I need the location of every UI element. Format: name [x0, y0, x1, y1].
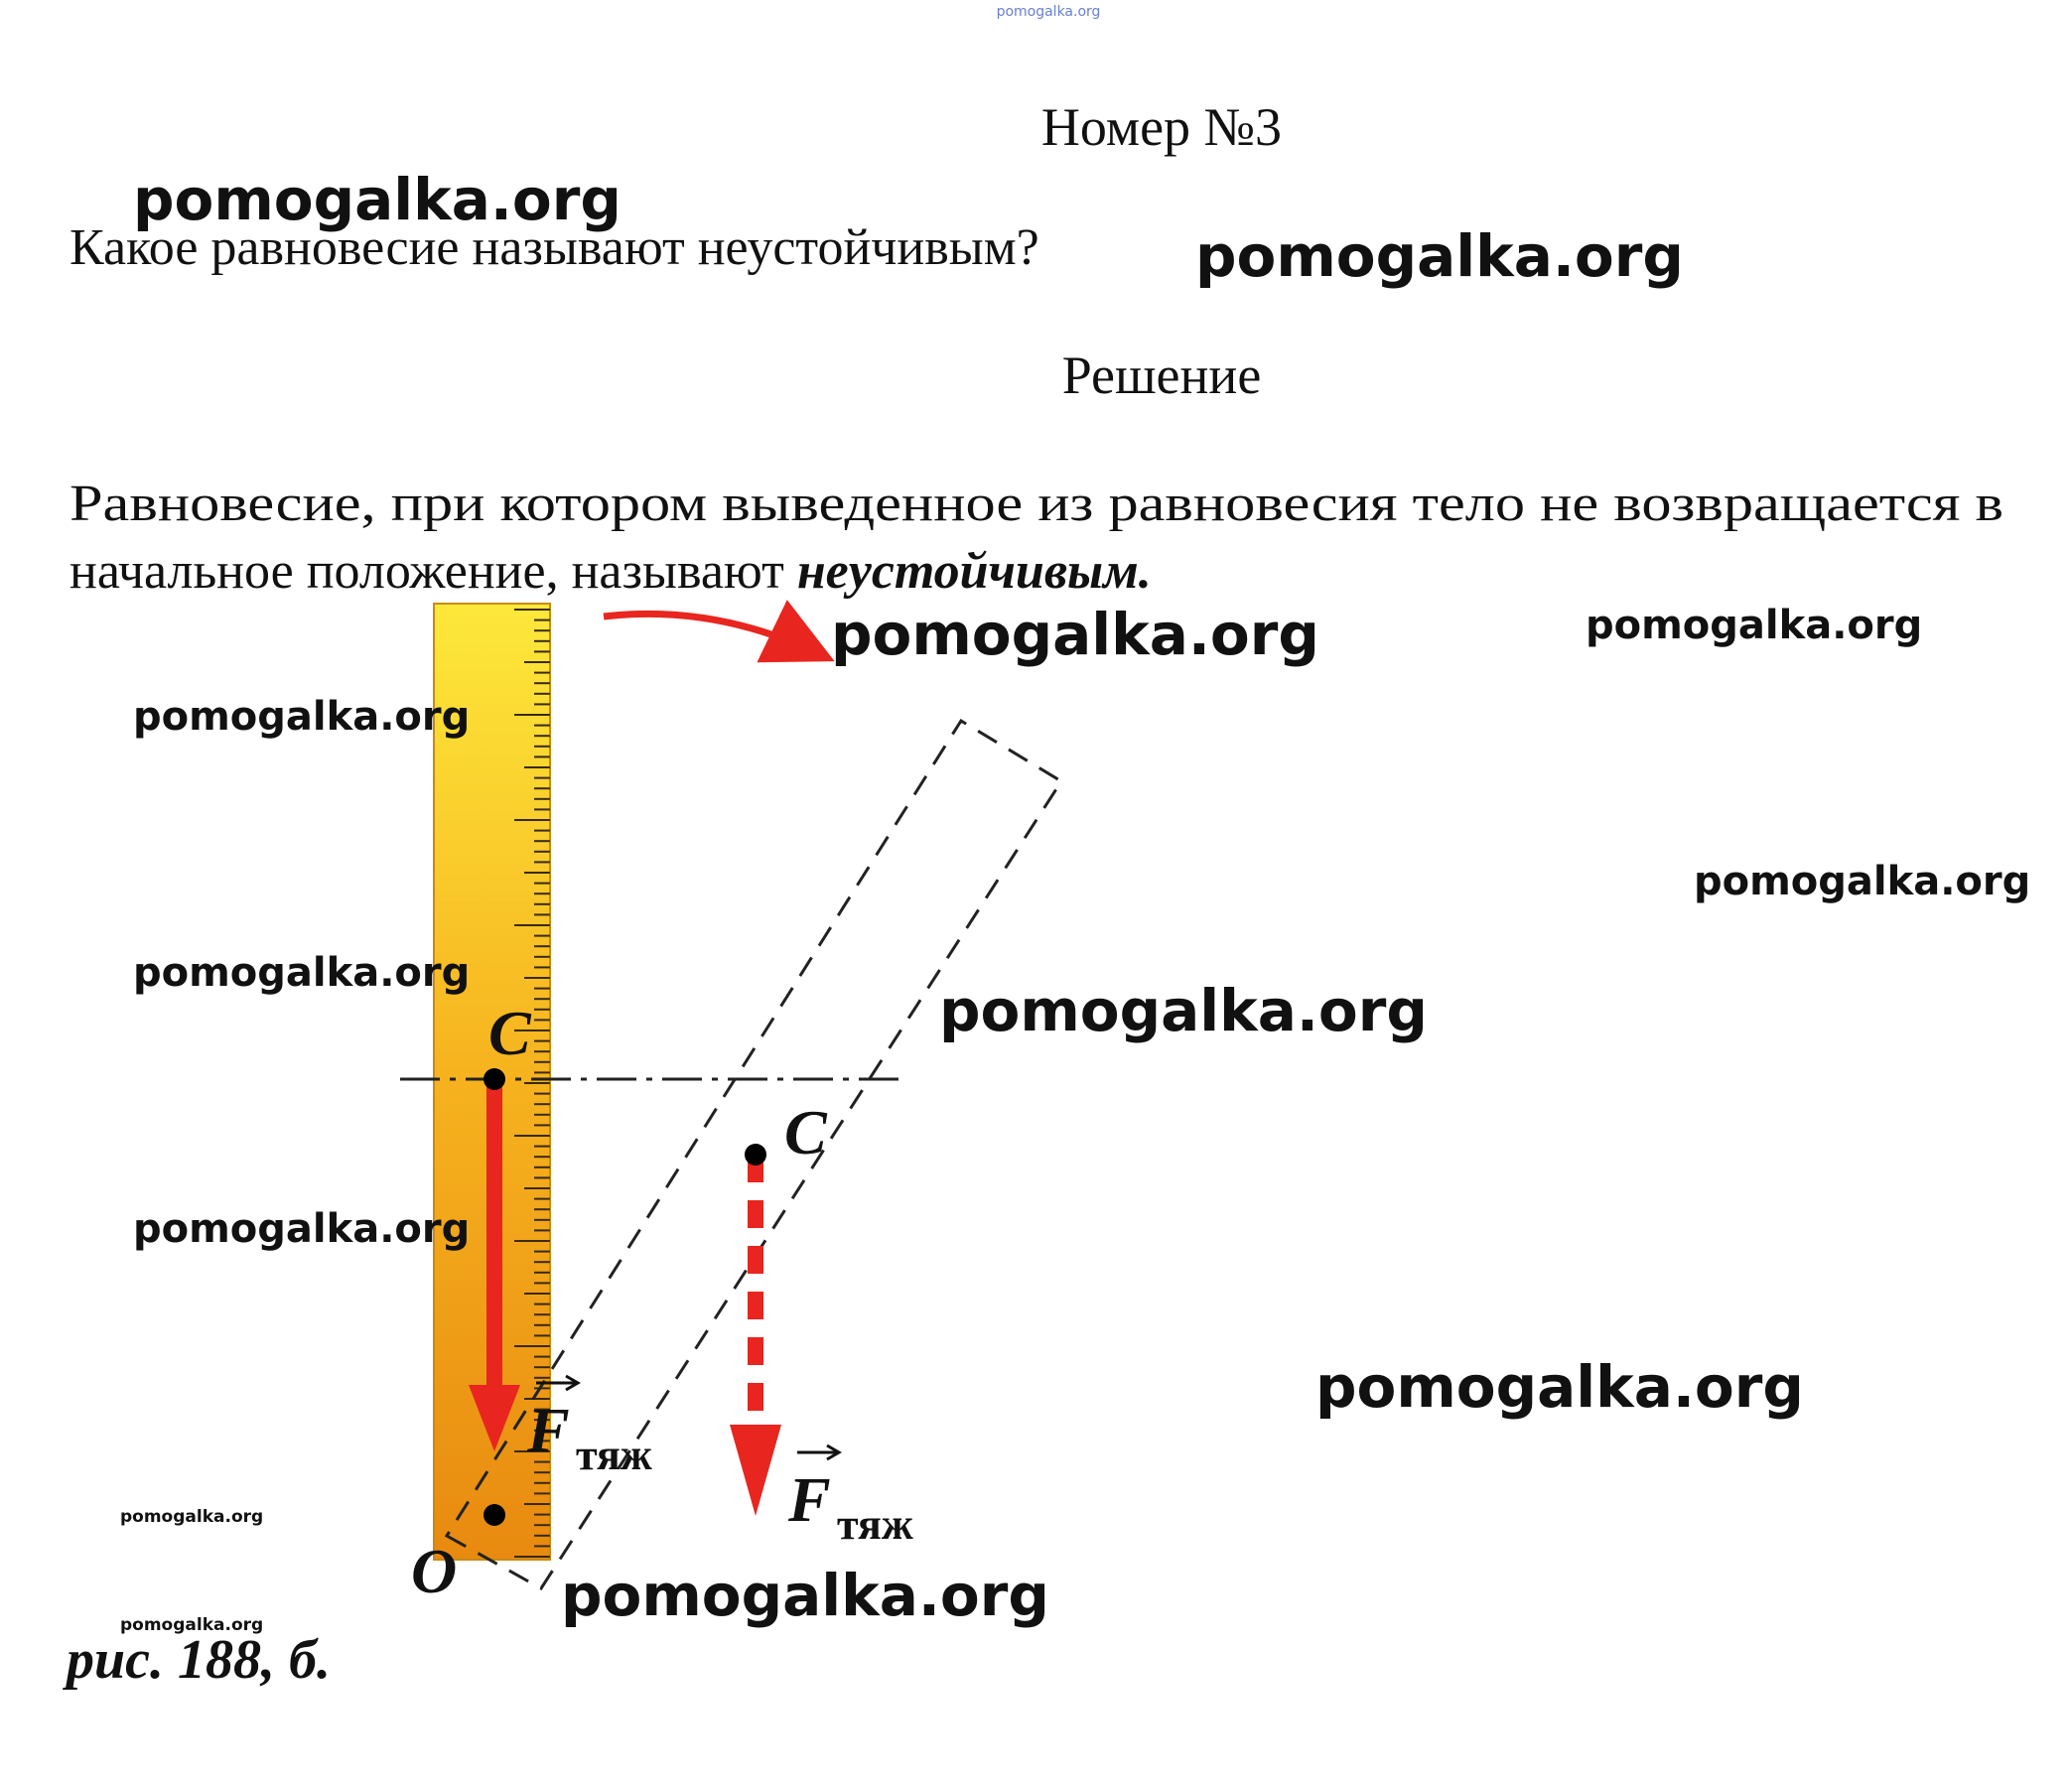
center-point [745, 1144, 766, 1166]
answer-line: Равновесие, при котором выведенное из ра… [69, 476, 2003, 532]
force-subscript: тяж [576, 1431, 652, 1479]
center-point [483, 1068, 505, 1090]
tilted-ruler-outline [444, 718, 1064, 1590]
answer-line: начальное положение, называют неустойчив… [69, 543, 1152, 600]
force-subscript: тяж [837, 1500, 913, 1549]
answer-emphasis: неустойчивым. [797, 543, 1152, 600]
watermark: pomogalka.org [1315, 1353, 1804, 1421]
watermark: pomogalka.org [120, 1507, 263, 1527]
watermark: pomogalka.org [133, 166, 622, 233]
center-label: C [784, 1097, 828, 1167]
watermark: pomogalka.org [133, 1206, 470, 1252]
watermark: pomogalka.org [831, 601, 1319, 668]
force-arrowhead [469, 1385, 520, 1451]
origin-label: O [411, 1536, 457, 1606]
solution-heading: Решение [1062, 345, 1262, 405]
answer-text: начальное положение, называют [69, 543, 797, 600]
force-symbol: F [526, 1395, 570, 1465]
question: Какое равновесие называют неустойчивым? [69, 219, 1039, 276]
watermark: pomogalka.org [133, 950, 470, 996]
watermark: pomogalka.org [1694, 859, 2030, 904]
vector-arrow [536, 1374, 581, 1392]
watermark: pomogalka.org [939, 977, 1428, 1044]
force-arrowhead [730, 1425, 781, 1516]
page-title: Номер №3 [1041, 97, 1282, 157]
ruler-ticks [514, 609, 550, 1558]
center-label: C [488, 998, 532, 1068]
header-watermark: pomogalka.org [997, 4, 1101, 20]
pivot-point [483, 1504, 505, 1526]
watermark: pomogalka.org [1195, 222, 1684, 290]
watermark: pomogalka.org [561, 1562, 1049, 1629]
vector-arrow [797, 1443, 842, 1461]
figure: C C O F тяж F тяж [400, 600, 1064, 1606]
watermark: pomogalka.org [133, 694, 470, 740]
rotation-arrow [603, 600, 835, 663]
watermark: pomogalka.org [1586, 603, 1922, 648]
force-symbol: F [787, 1464, 831, 1535]
figure-caption: рис. 188, б. [63, 1629, 331, 1691]
watermark: pomogalka.org [120, 1615, 263, 1635]
